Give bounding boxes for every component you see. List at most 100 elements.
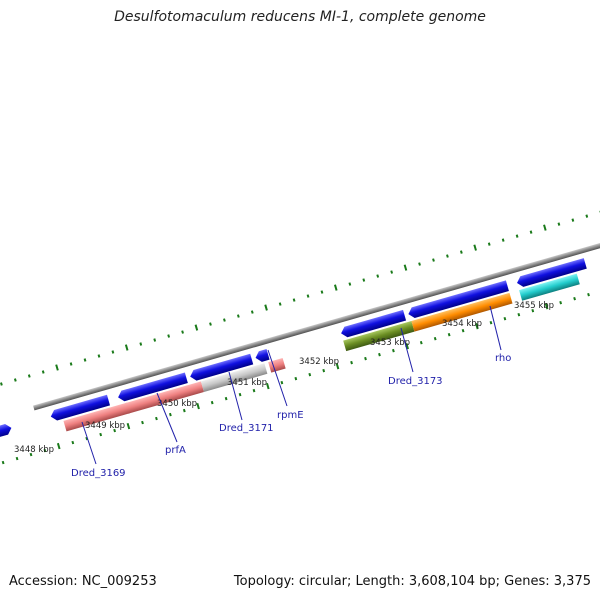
minor-tick <box>27 374 31 378</box>
minor-tick <box>418 262 421 266</box>
minor-tick <box>181 330 184 334</box>
minor-tick <box>348 282 352 286</box>
cds-arrow <box>408 280 509 319</box>
minor-tick <box>489 320 493 325</box>
gene-feature-rho <box>411 292 513 332</box>
minor-tick <box>390 270 394 274</box>
minor-tick <box>1 460 5 465</box>
major-tick <box>405 343 409 350</box>
minor-tick <box>153 338 157 342</box>
gene-feature-prfa <box>124 381 204 414</box>
minor-tick <box>364 356 367 361</box>
gene-label: prfA <box>165 445 186 456</box>
kbp-label: 3450 kbp <box>157 399 197 409</box>
minor-tick <box>459 250 463 254</box>
minor-tick <box>210 400 214 405</box>
minor-tick <box>155 416 158 421</box>
minor-tick <box>308 372 312 377</box>
gene-leader-lines <box>81 305 502 465</box>
major-tick <box>55 364 59 371</box>
gene-label: Dred_3169 <box>71 468 126 479</box>
genome-summary: Topology: circular; Length: 3,608,104 bp… <box>233 574 591 589</box>
gene-labels: Dred_3169 prfA Dred_3171 rpmE Dred_3173 … <box>71 353 511 479</box>
gene-label: rho <box>495 353 511 364</box>
genome-backbone <box>33 185 600 411</box>
minor-tick <box>41 370 45 374</box>
minor-tick <box>43 448 47 453</box>
minor-tick <box>139 342 143 346</box>
minor-tick <box>306 294 310 298</box>
minor-tick <box>111 350 115 354</box>
major-tick <box>473 244 477 251</box>
minor-tick <box>529 230 533 234</box>
cds-arrow <box>118 372 188 402</box>
major-tick <box>196 402 200 410</box>
minor-tick <box>587 292 590 297</box>
gene-feature-cyan <box>519 273 580 301</box>
major-tick <box>194 324 199 331</box>
minor-tick <box>419 340 423 345</box>
major-tick <box>544 303 549 310</box>
kbp-label: 3454 kbp <box>442 319 482 329</box>
cds-arrow <box>255 349 270 362</box>
major-tick <box>126 422 131 430</box>
minor-tick <box>169 412 172 417</box>
minor-tick <box>83 358 87 362</box>
inner-tick-ruler <box>1 292 590 465</box>
minor-tick <box>252 388 256 393</box>
minor-tick <box>320 290 324 294</box>
kbp-labels: 3448 kbp 3449 kbp 3450 kbp 3451 kbp 3452… <box>14 301 554 455</box>
minor-tick <box>517 312 521 317</box>
kbp-label: 3452 kbp <box>299 357 339 367</box>
gene-label: rpmE <box>277 410 304 421</box>
major-tick <box>475 323 479 330</box>
minor-tick <box>446 254 449 258</box>
minor-tick <box>238 392 242 397</box>
minor-tick <box>447 332 451 337</box>
gene-feature-dred-3171 <box>200 363 268 392</box>
minor-tick <box>487 242 491 246</box>
minor-tick <box>515 234 519 238</box>
cds-arrow <box>190 353 254 381</box>
gene-feature-dred-3169 <box>63 402 130 432</box>
accession-label: Accession: NC_009253 <box>9 574 157 589</box>
minor-tick <box>141 420 144 425</box>
minor-tick <box>280 380 284 385</box>
minor-tick <box>167 334 171 338</box>
minor-tick <box>224 396 228 401</box>
minor-tick <box>378 352 381 357</box>
gene-feature-track <box>63 273 580 432</box>
gene-label: Dred_3171 <box>219 423 274 434</box>
minor-tick <box>432 258 435 262</box>
kbp-label: 3448 kbp <box>14 445 54 455</box>
kbp-label: 3455 kbp <box>514 301 554 311</box>
major-tick <box>543 224 547 231</box>
major-tick <box>56 442 61 450</box>
map-title: Desulfotomaculum reducens MI-1, complete… <box>114 9 486 25</box>
minor-tick <box>250 310 254 314</box>
minor-tick <box>209 322 212 326</box>
minor-tick <box>182 408 186 413</box>
minor-tick <box>585 214 589 218</box>
minor-tick <box>71 440 75 445</box>
minor-tick <box>15 456 19 461</box>
kbp-label: 3453 kbp <box>370 338 410 348</box>
gene-feature-dred-3173 <box>343 321 415 352</box>
major-tick <box>264 304 268 311</box>
minor-tick <box>503 316 507 321</box>
minor-tick <box>362 278 366 282</box>
major-tick <box>403 264 408 271</box>
minor-tick <box>278 302 282 306</box>
minor-tick <box>571 218 575 222</box>
minor-tick <box>392 348 395 353</box>
minor-tick <box>573 296 576 301</box>
minor-tick <box>223 318 226 322</box>
cds-arrow <box>517 258 587 287</box>
minor-tick <box>29 452 33 457</box>
minor-tick <box>236 314 240 318</box>
minor-tick <box>294 376 298 381</box>
kbp-label: 3451 kbp <box>227 378 267 388</box>
minor-tick <box>376 274 380 278</box>
forward-strand-track <box>0 258 587 440</box>
